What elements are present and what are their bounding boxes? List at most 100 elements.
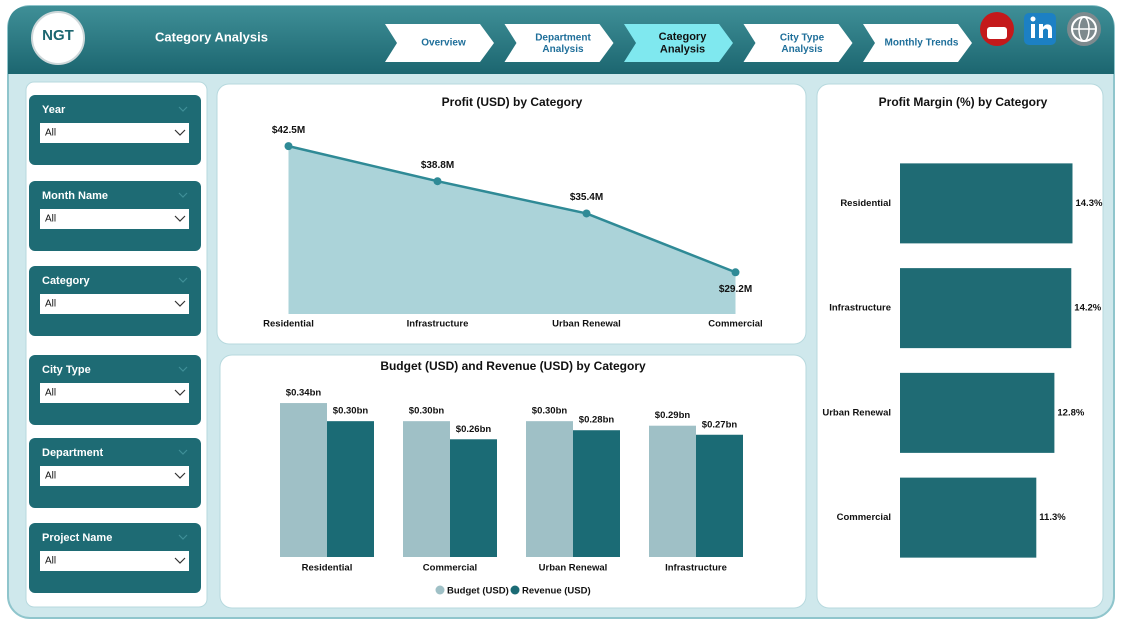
linkedin-glyph [1030, 16, 1036, 22]
filter-chevron [174, 472, 186, 479]
filter-value: All [45, 556, 56, 567]
x-tick-label: Infrastructure [407, 319, 469, 330]
data-label: $0.30bn [333, 406, 369, 417]
bar [403, 421, 450, 557]
x-tick-label: Commercial [423, 563, 477, 574]
nav-button[interactable] [624, 24, 733, 62]
data-label: $0.34bn [286, 388, 322, 399]
data-label: $0.26bn [456, 424, 492, 435]
bar [900, 477, 1037, 558]
data-label: $38.8M [421, 160, 454, 171]
filter-dropdown[interactable] [40, 123, 189, 143]
x-tick-label: Infrastructure [665, 563, 727, 574]
filter-label: Category [42, 275, 91, 287]
filter-label: Year [42, 104, 66, 116]
filter-value: All [45, 128, 56, 139]
data-label: $35.4M [570, 192, 603, 203]
bar [900, 163, 1073, 244]
data-label: $42.5M [272, 125, 305, 136]
filter-chevron-faint [178, 534, 188, 540]
bar [900, 268, 1072, 349]
filter-chevron-faint [178, 277, 188, 283]
filter-dropdown[interactable] [40, 209, 189, 229]
area-fill [288, 146, 736, 314]
legend-label: Revenue (USD) [522, 586, 591, 597]
filter-dropdown[interactable] [40, 383, 189, 403]
x-tick-label: Urban Renewal [539, 563, 608, 574]
chart-title: Profit (USD) by Category [442, 95, 583, 109]
filter-value: All [45, 471, 56, 482]
legend-swatch [435, 585, 445, 595]
filter-chevron-faint [178, 449, 188, 455]
data-label: 14.2% [1074, 303, 1101, 314]
youtube-glyph [987, 27, 1007, 39]
linkedin-glyph [1039, 24, 1052, 38]
linkedin-glyph [1031, 24, 1035, 38]
point [731, 268, 740, 277]
nav-label: City Type Analysis [780, 32, 825, 55]
nav-button[interactable] [385, 24, 494, 62]
nav-button[interactable] [504, 24, 614, 62]
data-label: $29.2M [719, 284, 752, 295]
data-label: 11.3% [1039, 512, 1066, 523]
filter-label: Month Name [42, 190, 108, 202]
data-label: 14.3% [1075, 198, 1102, 209]
filter-chevron [174, 215, 186, 222]
legend-swatch [510, 585, 520, 595]
data-label: $0.30bn [532, 406, 568, 417]
x-tick-label: Commercial [708, 319, 762, 330]
logo [31, 11, 85, 65]
filter-label: Department [42, 447, 103, 459]
bar [573, 430, 620, 557]
point [433, 177, 442, 186]
filter-label: Project Name [42, 532, 112, 544]
y-tick-label: Urban Renewal [822, 407, 891, 418]
x-tick-label: Residential [302, 563, 353, 574]
chart-title: Budget (USD) and Revenue (USD) by Catego… [380, 359, 646, 373]
filter-chevron [174, 389, 186, 396]
y-tick-label: Residential [840, 198, 891, 209]
filter-chevron [174, 557, 186, 564]
y-tick-label: Commercial [837, 512, 891, 523]
bar [327, 421, 374, 557]
point [582, 209, 591, 218]
nav-label: Category Analysis [659, 31, 708, 56]
filter-value: All [45, 214, 56, 225]
filter-value: All [45, 299, 56, 310]
filter-label: City Type [42, 364, 91, 376]
filter-chevron [174, 129, 186, 136]
filter-chevron [174, 300, 186, 307]
nav-label: Department Analysis [535, 32, 591, 55]
area-line [288, 144, 736, 274]
logo-text: NGT [42, 27, 74, 44]
filter-dropdown[interactable] [40, 294, 189, 314]
filter-chevron-faint [178, 106, 188, 112]
filter-dropdown[interactable] [40, 466, 189, 486]
nav-label: Monthly Trends [885, 38, 959, 49]
data-label: $0.28bn [579, 415, 615, 426]
nav-button[interactable] [863, 24, 972, 62]
data-label: $0.29bn [655, 410, 691, 421]
x-tick-label: Urban Renewal [552, 319, 621, 330]
nav-button[interactable] [743, 24, 853, 62]
point [284, 142, 293, 151]
filter-chevron-faint [178, 192, 188, 198]
bar [450, 439, 497, 557]
filter-dropdown[interactable] [40, 551, 189, 571]
bar [900, 372, 1055, 453]
filter-value: All [45, 388, 56, 399]
data-label: $0.30bn [409, 406, 445, 417]
x-tick-label: Residential [263, 319, 314, 330]
bar [696, 434, 743, 557]
chart-title: Profit Margin (%) by Category [879, 95, 1048, 109]
filter-chevron-faint [178, 366, 188, 372]
bar [526, 421, 573, 557]
bar [280, 403, 327, 557]
social-icons [980, 12, 1101, 46]
nav-label: Overview [421, 38, 466, 49]
legend-label: Budget (USD) [447, 586, 509, 597]
content: Overview Department Analysis Category Analys… [29, 24, 1103, 597]
y-tick-label: Infrastructure [829, 303, 891, 314]
